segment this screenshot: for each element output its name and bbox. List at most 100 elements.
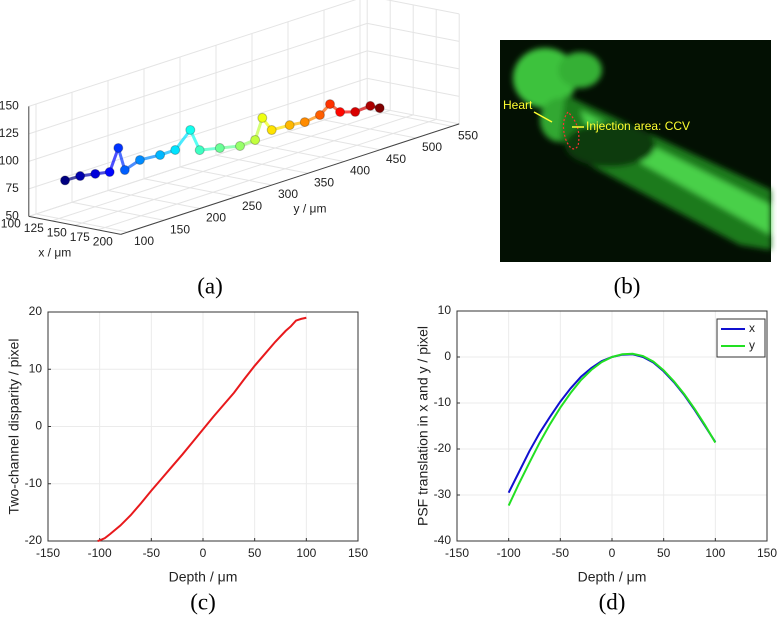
y-tick-label: 0: [35, 419, 42, 433]
fish-fluorescence: [513, 48, 771, 250]
z-tick-label: 150: [0, 99, 19, 113]
trajectory-point: [113, 142, 124, 153]
x-tick-label: -100: [497, 546, 521, 560]
x-tick-label: -50: [143, 546, 161, 560]
y-tick-label: 0: [444, 349, 451, 363]
trajectory-point: [350, 106, 361, 117]
trajectory-point: [155, 150, 166, 161]
trajectory-point: [266, 125, 277, 136]
y-axis-label: Two-channel disparity / pixel: [6, 339, 22, 515]
data-line: [97, 316, 307, 542]
caption: (c): [190, 589, 216, 614]
x-tick-label: 100: [1, 217, 21, 231]
grid-line: [28, 77, 368, 190]
grid-line: [28, 0, 357, 107]
trajectory-point: [250, 134, 261, 145]
y-tick-label: 550: [458, 128, 478, 142]
x-tick-label: -50: [552, 546, 570, 560]
trajectory-point: [104, 167, 115, 178]
x-tick-label: 100: [296, 546, 316, 560]
trajectory-point: [90, 168, 101, 179]
micrograph: Heart Injection area: CCV: [500, 40, 771, 262]
grid-line: [367, 22, 460, 42]
y-tick-label: -40: [434, 533, 452, 547]
trajectory-point: [257, 112, 268, 123]
y-tick-label: 300: [278, 187, 298, 201]
x-tick-label: -150: [445, 546, 469, 560]
y-tick-label: -30: [434, 487, 452, 501]
x-tick-label: 100: [705, 546, 725, 560]
grid-line: [367, 50, 460, 70]
x-tick-label: 200: [93, 235, 113, 249]
x-tick-label: 0: [200, 546, 207, 560]
trajectory-point: [335, 107, 346, 117]
grid-line: [367, 77, 460, 97]
y-tick-label: -20: [25, 533, 43, 547]
y-tick-label: 450: [386, 152, 406, 166]
x-tick-label: 125: [24, 221, 44, 235]
grid-line: [28, 50, 368, 162]
trajectory-point: [314, 110, 325, 121]
legend-label: y: [749, 338, 755, 352]
y-tick-label: 10: [29, 361, 43, 375]
x-tick-label: 150: [47, 226, 67, 240]
y-tick-label: 10: [438, 303, 452, 317]
z-tick-label: 50: [5, 209, 19, 223]
x-tick-label: 50: [657, 546, 671, 560]
legend-label: x: [749, 321, 755, 335]
grid-line: [28, 105, 368, 217]
y-tick-label: -20: [434, 441, 452, 455]
z-tick-label: 100: [0, 154, 19, 168]
trajectory-point: [60, 175, 71, 186]
trajectory-point: [214, 143, 225, 154]
trajectory-point: [75, 171, 86, 182]
grid-line: [385, 0, 460, 15]
legend-box: [716, 318, 766, 358]
grid-line: [28, 22, 368, 135]
trajectory-point: [325, 99, 335, 110]
x-tick-label: 175: [70, 230, 90, 244]
x-tick-label: 150: [757, 546, 777, 560]
plot-frame: [47, 311, 359, 542]
x-axis-label: Depth / μm: [169, 569, 238, 585]
caption: (d): [599, 589, 626, 614]
x-axis: [28, 215, 121, 235]
trajectory-point: [119, 165, 130, 176]
trajectory-point: [134, 154, 145, 165]
y-tick-label: 150: [170, 222, 190, 236]
x-axis-label: Depth / μm: [578, 569, 647, 585]
trajectory-point: [170, 144, 181, 155]
y-tick-label: 200: [206, 211, 226, 225]
plot-frame: [456, 310, 768, 542]
x-axis-label: x / μm: [38, 246, 71, 260]
caption: (a): [197, 273, 223, 298]
trajectory-point: [194, 145, 205, 156]
x-tick-label: -150: [36, 546, 60, 560]
trajectory-point: [299, 117, 310, 128]
x-tick-label: 0: [609, 546, 616, 560]
injection-label: Injection area: CCV: [586, 119, 690, 133]
trajectory-point: [284, 120, 295, 131]
trajectory-point: [185, 124, 196, 135]
trajectory-point: [365, 100, 376, 111]
x-tick-label: -100: [88, 546, 112, 560]
y-tick-label: 350: [314, 175, 334, 189]
heart-label: Heart: [503, 98, 533, 112]
y-tick-label: -10: [434, 395, 452, 409]
y-axis-label: PSF translation in x and y / pixel: [415, 326, 431, 526]
x-tick-label: 150: [348, 546, 368, 560]
data-line: [507, 352, 717, 507]
heart-arrow: [533, 111, 553, 123]
z-tick-label: 75: [5, 181, 19, 195]
caption: (b): [614, 273, 641, 298]
y-tick-label: -10: [25, 476, 43, 490]
grid-line: [97, 118, 437, 231]
trajectory-point: [374, 103, 385, 114]
x-tick-label: 50: [248, 546, 262, 560]
z-tick-label: 125: [0, 126, 19, 140]
grid-line: [74, 114, 414, 226]
y-tick-label: 500: [422, 140, 442, 154]
y-tick-label: 400: [350, 164, 370, 178]
